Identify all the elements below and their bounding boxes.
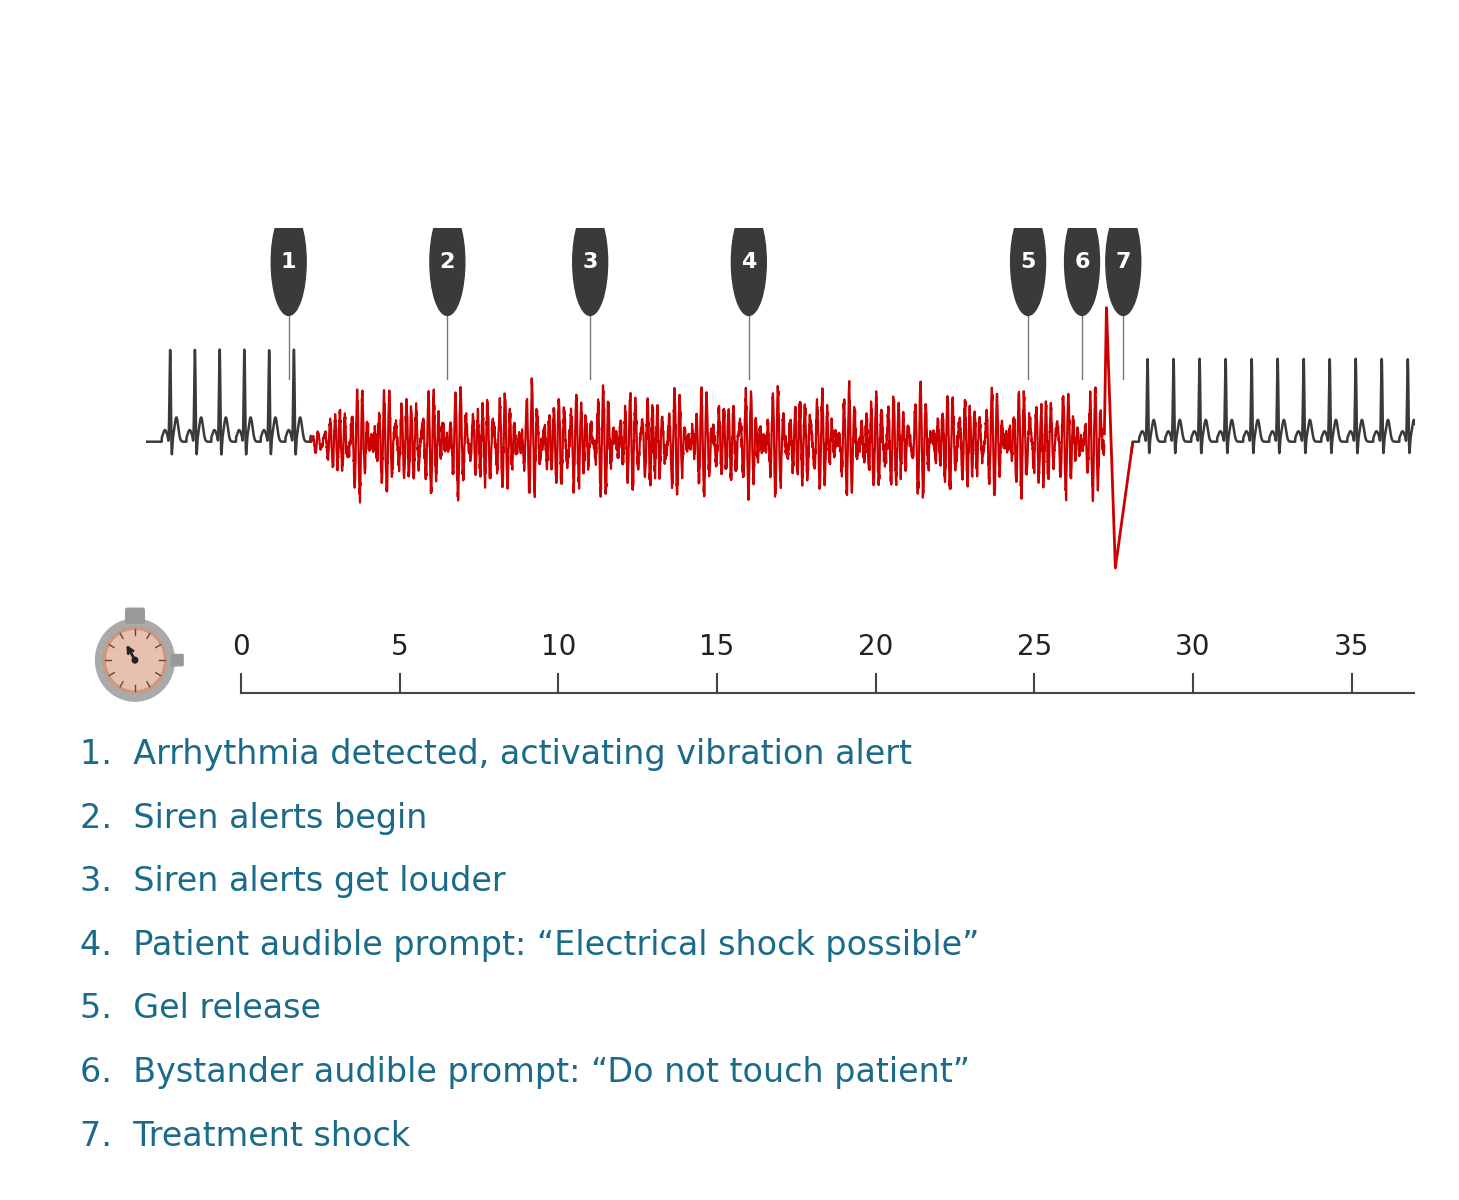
Text: 25: 25	[1017, 632, 1052, 661]
Text: 3: 3	[582, 252, 598, 272]
Text: 1.  Arrhythmia detected, activating vibration alert: 1. Arrhythmia detected, activating vibra…	[80, 738, 912, 770]
Circle shape	[105, 628, 166, 692]
Text: 5.  Gel release: 5. Gel release	[80, 992, 321, 1025]
Text: 7: 7	[1116, 252, 1131, 272]
Circle shape	[96, 619, 175, 701]
Text: 1: 1	[282, 252, 296, 272]
Circle shape	[573, 209, 607, 316]
Text: 0: 0	[232, 632, 249, 661]
Text: 4.  Patient audible prompt: “Electrical shock possible”: 4. Patient audible prompt: “Electrical s…	[80, 929, 979, 962]
Text: 20: 20	[858, 632, 893, 661]
FancyBboxPatch shape	[125, 608, 144, 623]
Text: 2: 2	[439, 252, 455, 272]
Text: 4: 4	[741, 252, 757, 272]
Circle shape	[271, 209, 306, 316]
Circle shape	[1106, 209, 1141, 316]
Circle shape	[731, 209, 766, 316]
FancyBboxPatch shape	[171, 654, 184, 666]
Text: 35: 35	[1334, 632, 1370, 661]
Text: 5: 5	[1020, 252, 1036, 272]
Text: 7.  Treatment shock: 7. Treatment shock	[80, 1120, 410, 1152]
Text: 30: 30	[1176, 632, 1211, 661]
Text: 6: 6	[1074, 252, 1090, 272]
Circle shape	[1011, 209, 1046, 316]
Text: 5: 5	[391, 632, 409, 661]
Text: 10: 10	[541, 632, 576, 661]
Text: 3.  Siren alerts get louder: 3. Siren alerts get louder	[80, 865, 506, 898]
Text: 6.  Bystander audible prompt: “Do not touch patient”: 6. Bystander audible prompt: “Do not tou…	[80, 1056, 970, 1090]
Text: 15: 15	[699, 632, 735, 661]
Circle shape	[1065, 209, 1100, 316]
Text: 2.  Siren alerts begin: 2. Siren alerts begin	[80, 802, 427, 835]
Circle shape	[133, 658, 137, 662]
Circle shape	[430, 209, 465, 316]
